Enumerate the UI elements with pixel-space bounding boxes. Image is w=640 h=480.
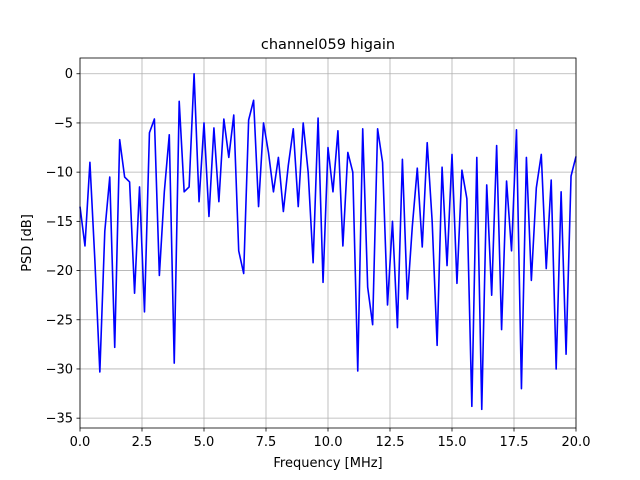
x-tick-label: 7.5: [256, 435, 277, 450]
y-axis-label: PSD [dB]: [20, 214, 35, 272]
y-tick-label: −30: [46, 362, 73, 377]
x-tick-label: 20.0: [562, 435, 591, 450]
y-tick-label: −35: [46, 412, 73, 427]
x-tick-label: 17.5: [500, 435, 529, 450]
x-tick-label: 10.0: [314, 435, 343, 450]
y-tick-label: −25: [46, 313, 73, 328]
chart-title: channel059 higain: [261, 37, 395, 53]
y-tick-label: −10: [46, 166, 73, 181]
x-tick-label: 0.0: [70, 435, 91, 450]
y-tick-label: −5: [54, 116, 73, 131]
plot-frame: [79, 57, 577, 429]
y-tick-label: −20: [46, 264, 73, 279]
x-tick-label: 15.0: [438, 435, 467, 450]
y-tick-label: 0: [65, 67, 73, 82]
data-line: [79, 72, 577, 411]
x-axis-label: Frequency [MHz]: [273, 456, 382, 471]
x-tick-label: 2.5: [132, 435, 153, 450]
x-tick-label: 12.5: [376, 435, 405, 450]
y-tick-label: −15: [46, 215, 73, 230]
x-tick-label: 5.0: [194, 435, 215, 450]
